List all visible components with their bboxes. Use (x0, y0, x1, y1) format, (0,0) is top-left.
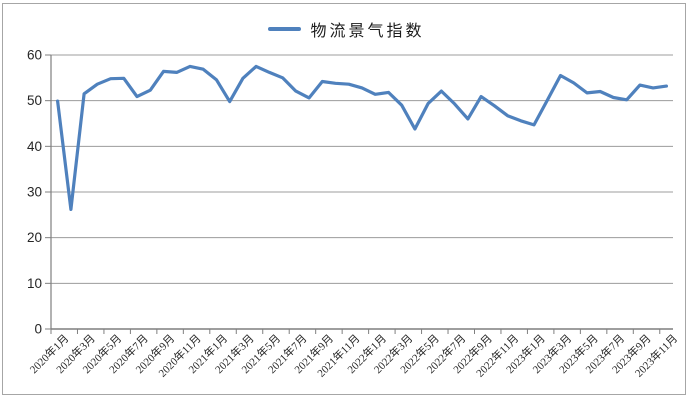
y-axis-label: 40 (27, 139, 42, 154)
y-axis-label: 30 (27, 185, 42, 200)
legend: 物流景气指数 (0, 17, 693, 41)
y-axis-label: 50 (27, 93, 42, 108)
y-axis-label: 0 (34, 322, 42, 337)
y-axis-label: 60 (27, 48, 42, 63)
y-axis-label: 10 (27, 276, 42, 291)
legend-line-swatch (268, 27, 302, 31)
series-line (55, 64, 669, 211)
y-axis-label: 20 (27, 230, 42, 245)
legend-label: 物流景气指数 (310, 23, 425, 40)
